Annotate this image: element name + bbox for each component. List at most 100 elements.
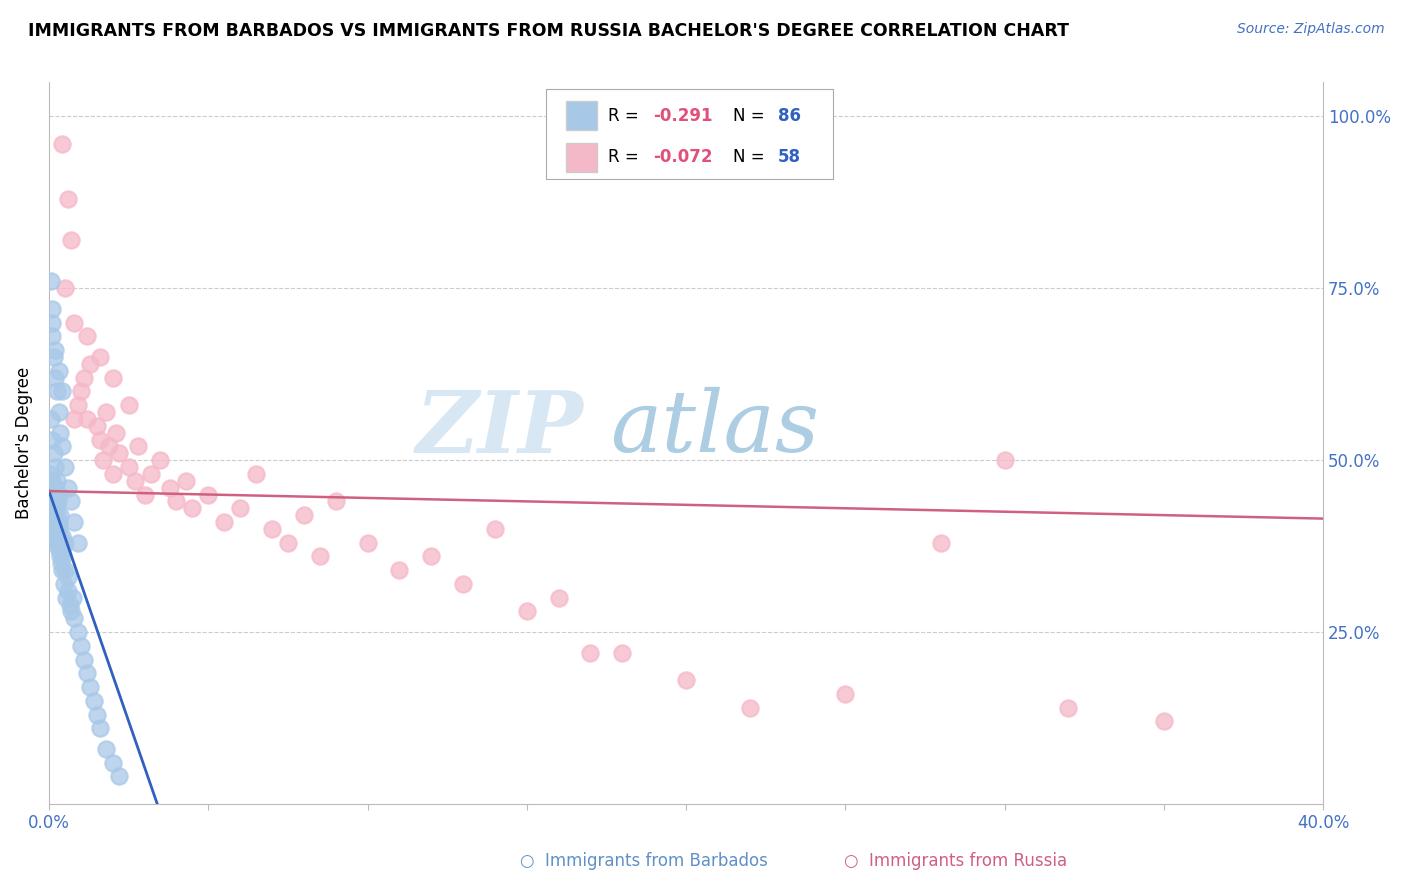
Point xyxy=(60,233,83,247)
Point xyxy=(308,549,330,564)
Point xyxy=(44,460,66,475)
Point xyxy=(46,494,69,508)
Point xyxy=(675,673,697,688)
Point xyxy=(44,370,66,384)
Point xyxy=(52,549,75,564)
Point xyxy=(86,707,108,722)
Point xyxy=(51,136,73,151)
Point xyxy=(174,474,197,488)
Point xyxy=(48,529,70,543)
Point xyxy=(277,535,299,549)
Point xyxy=(101,756,124,770)
Point xyxy=(41,494,63,508)
FancyBboxPatch shape xyxy=(567,101,598,130)
Point xyxy=(108,446,131,460)
Text: -0.072: -0.072 xyxy=(652,148,713,166)
Point xyxy=(69,639,91,653)
Point xyxy=(165,494,187,508)
Point xyxy=(83,694,105,708)
Point xyxy=(89,722,111,736)
Point xyxy=(42,515,65,529)
Point xyxy=(63,316,86,330)
Point xyxy=(41,329,63,343)
Point xyxy=(39,274,62,288)
Point xyxy=(63,515,86,529)
Point xyxy=(41,301,63,316)
Point xyxy=(44,494,66,508)
Point xyxy=(101,467,124,481)
Point xyxy=(39,501,62,516)
Text: N =: N = xyxy=(733,148,770,166)
Point xyxy=(76,329,98,343)
Text: Source: ZipAtlas.com: Source: ZipAtlas.com xyxy=(1237,22,1385,37)
Text: atlas: atlas xyxy=(610,387,818,470)
Point xyxy=(45,501,67,516)
Point xyxy=(86,418,108,433)
Point xyxy=(96,742,118,756)
Point xyxy=(356,535,378,549)
Point xyxy=(516,604,538,618)
Point xyxy=(39,494,62,508)
Point xyxy=(48,364,70,378)
Point xyxy=(44,343,66,357)
Point xyxy=(612,646,634,660)
Point xyxy=(59,598,82,612)
Point xyxy=(39,481,62,495)
Point xyxy=(49,508,72,523)
Point xyxy=(79,357,101,371)
Y-axis label: Bachelor's Degree: Bachelor's Degree xyxy=(15,367,32,519)
Point xyxy=(45,474,67,488)
Point xyxy=(484,522,506,536)
Point xyxy=(738,700,761,714)
Point xyxy=(44,508,66,523)
Point xyxy=(44,501,66,516)
Point xyxy=(63,611,86,625)
Text: R =: R = xyxy=(609,106,644,125)
Point xyxy=(53,460,76,475)
Point xyxy=(51,542,73,557)
Point xyxy=(48,535,70,549)
Point xyxy=(42,508,65,523)
Point xyxy=(73,370,96,384)
Point xyxy=(46,508,69,523)
Point xyxy=(834,687,856,701)
Point xyxy=(149,453,172,467)
Point xyxy=(44,481,66,495)
Point xyxy=(66,398,89,412)
Point xyxy=(124,474,146,488)
Point xyxy=(51,529,73,543)
Point xyxy=(44,522,66,536)
Point xyxy=(44,494,66,508)
Point xyxy=(45,384,67,399)
Point xyxy=(51,563,73,577)
Text: ○  Immigrants from Russia: ○ Immigrants from Russia xyxy=(844,852,1067,870)
Point xyxy=(127,439,149,453)
Point xyxy=(159,481,181,495)
Point xyxy=(69,384,91,399)
Point xyxy=(197,487,219,501)
Point xyxy=(579,646,602,660)
Point xyxy=(260,522,283,536)
Point xyxy=(56,583,79,598)
Point xyxy=(41,474,63,488)
Point xyxy=(44,535,66,549)
Point xyxy=(51,439,73,453)
Point xyxy=(63,412,86,426)
Point xyxy=(134,487,156,501)
Point xyxy=(181,501,204,516)
Point xyxy=(53,563,76,577)
Point xyxy=(56,192,79,206)
Text: -0.291: -0.291 xyxy=(652,106,713,125)
Point xyxy=(66,535,89,549)
Point xyxy=(1057,700,1080,714)
Point xyxy=(48,487,70,501)
Point xyxy=(76,412,98,426)
Point xyxy=(108,769,131,783)
Point xyxy=(53,281,76,295)
Text: 86: 86 xyxy=(778,106,801,125)
Point xyxy=(48,542,70,557)
Point xyxy=(96,405,118,419)
Point xyxy=(41,487,63,501)
Point xyxy=(117,398,139,412)
Point xyxy=(117,460,139,475)
